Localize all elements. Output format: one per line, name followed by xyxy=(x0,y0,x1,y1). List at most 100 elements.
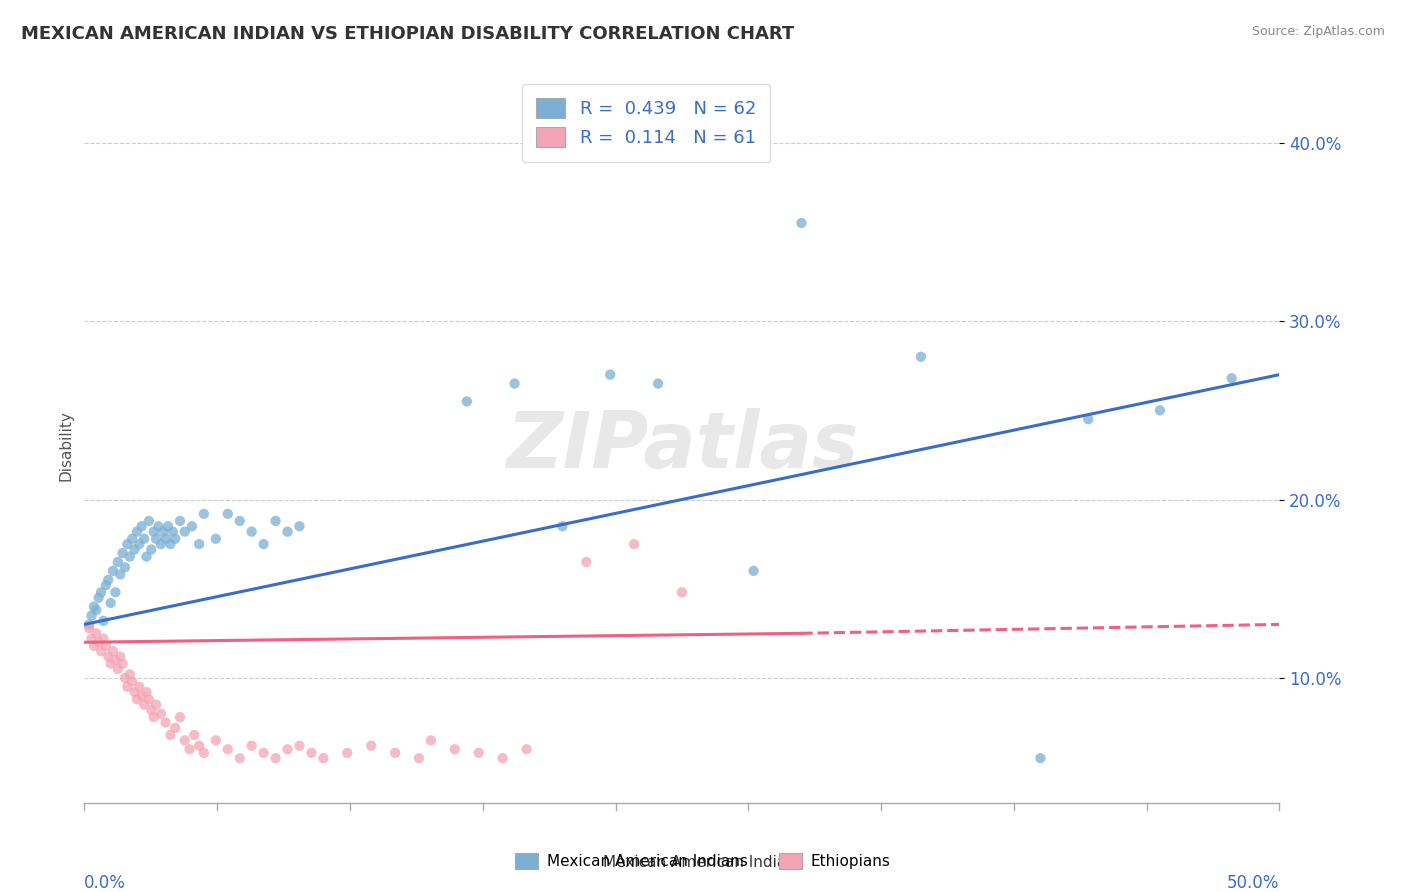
Point xyxy=(253,746,276,760)
Point xyxy=(128,680,150,694)
Point xyxy=(145,532,167,546)
Point xyxy=(132,532,156,546)
Point xyxy=(181,519,204,533)
Point xyxy=(141,542,163,557)
Point xyxy=(188,537,211,551)
Point xyxy=(131,689,153,703)
Point xyxy=(575,555,598,569)
Point xyxy=(179,742,201,756)
Point xyxy=(360,739,382,753)
Point xyxy=(188,739,211,753)
Point xyxy=(165,721,187,735)
Point xyxy=(173,524,195,539)
Point xyxy=(101,644,124,658)
Point xyxy=(104,653,127,667)
Point xyxy=(288,519,311,533)
Point xyxy=(277,742,299,756)
Point xyxy=(97,649,120,664)
Point xyxy=(107,555,129,569)
Point xyxy=(135,685,157,699)
Point xyxy=(114,560,136,574)
Point xyxy=(671,585,693,599)
Point xyxy=(97,573,120,587)
Point xyxy=(173,733,195,747)
Point xyxy=(229,514,252,528)
Point xyxy=(80,608,103,623)
Point xyxy=(420,733,443,747)
Point xyxy=(623,537,645,551)
Point xyxy=(110,567,132,582)
Point xyxy=(264,751,287,765)
Point xyxy=(159,537,181,551)
Point xyxy=(138,514,160,528)
Point xyxy=(125,692,148,706)
Point xyxy=(148,519,170,533)
Text: MEXICAN AMERICAN INDIAN VS ETHIOPIAN DISABILITY CORRELATION CHART: MEXICAN AMERICAN INDIAN VS ETHIOPIAN DIS… xyxy=(21,25,794,43)
Point xyxy=(114,671,136,685)
Text: 0.0%: 0.0% xyxy=(84,874,127,892)
Point xyxy=(138,692,160,706)
Point xyxy=(599,368,621,382)
Point xyxy=(336,746,359,760)
Point xyxy=(155,715,177,730)
Point xyxy=(217,507,239,521)
Point xyxy=(503,376,526,391)
Point xyxy=(104,585,127,599)
Point xyxy=(1077,412,1099,426)
Point xyxy=(384,746,406,760)
Point xyxy=(152,524,174,539)
Point xyxy=(149,706,172,721)
Point xyxy=(87,635,110,649)
Legend: Mexican American Indians, Ethiopians: Mexican American Indians, Ethiopians xyxy=(509,847,897,875)
Point xyxy=(169,514,191,528)
Point xyxy=(277,524,299,539)
Point xyxy=(117,680,139,694)
Point xyxy=(183,728,205,742)
Point xyxy=(132,698,156,712)
Point xyxy=(910,350,932,364)
Point xyxy=(93,614,115,628)
Point xyxy=(264,514,287,528)
Point xyxy=(125,524,148,539)
Point xyxy=(86,603,108,617)
Point xyxy=(468,746,491,760)
Text: ZIPatlas: ZIPatlas xyxy=(506,408,858,484)
Point xyxy=(111,657,134,671)
Point xyxy=(107,662,129,676)
Point xyxy=(94,639,117,653)
Point xyxy=(193,507,215,521)
Point xyxy=(124,542,146,557)
Point xyxy=(647,376,669,391)
Point xyxy=(100,596,122,610)
Point xyxy=(124,685,146,699)
Point xyxy=(142,524,165,539)
Point xyxy=(169,710,191,724)
Point xyxy=(141,703,163,717)
Point xyxy=(121,674,143,689)
Point xyxy=(128,537,150,551)
Point xyxy=(162,524,184,539)
Point xyxy=(205,733,228,747)
Point xyxy=(1149,403,1171,417)
Text: Mexican American Indians: Mexican American Indians xyxy=(603,855,803,870)
Point xyxy=(193,746,215,760)
Point xyxy=(1029,751,1052,765)
Point xyxy=(131,519,153,533)
Point xyxy=(165,532,187,546)
Point xyxy=(492,751,515,765)
Point xyxy=(90,644,112,658)
Point xyxy=(157,519,180,533)
Point xyxy=(87,591,110,605)
Point xyxy=(83,639,105,653)
Point xyxy=(240,524,263,539)
Point xyxy=(121,532,143,546)
Point xyxy=(288,739,311,753)
Point xyxy=(110,649,132,664)
Text: Source: ZipAtlas.com: Source: ZipAtlas.com xyxy=(1251,25,1385,38)
Point xyxy=(80,632,103,646)
Point xyxy=(145,698,167,712)
Point xyxy=(790,216,813,230)
Point xyxy=(159,728,181,742)
Point xyxy=(516,742,538,756)
Point xyxy=(240,739,263,753)
